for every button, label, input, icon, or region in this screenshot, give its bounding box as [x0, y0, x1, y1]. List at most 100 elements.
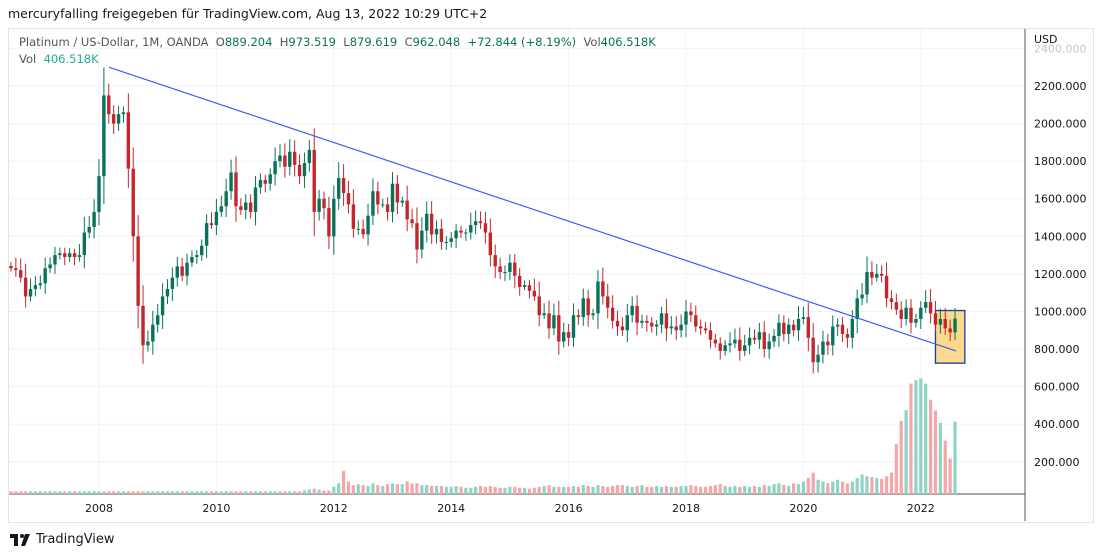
candle-body — [615, 320, 620, 327]
close-label: C — [404, 35, 413, 49]
candle-body — [141, 305, 145, 346]
volume-bar — [425, 485, 429, 494]
volume-bar — [229, 491, 233, 494]
vol-label: Vol — [583, 35, 601, 49]
volume-bar — [346, 481, 351, 494]
candle-body — [576, 315, 581, 318]
candle-body — [635, 305, 639, 323]
symbol-name[interactable]: Platinum / US-Dollar, 1M, OANDA — [19, 35, 209, 49]
candle-body — [224, 191, 228, 207]
volume-bar — [268, 491, 272, 494]
candle-body — [229, 172, 233, 192]
candle-body — [376, 191, 380, 205]
volume-bar — [146, 491, 150, 494]
low-value: 879.619 — [349, 35, 398, 49]
volume-bar — [322, 490, 326, 494]
candle-body — [870, 272, 874, 278]
volume-value: 406.518K — [43, 52, 99, 66]
volume-bar — [586, 485, 590, 494]
candle-body — [356, 228, 360, 230]
candle-body — [77, 255, 82, 257]
volume-bar — [410, 483, 414, 494]
candle-body — [170, 277, 175, 289]
volume-bar — [615, 485, 620, 494]
candle-body — [48, 264, 52, 269]
candle-body — [366, 215, 370, 235]
volume-bar — [532, 487, 536, 494]
volume-bar — [160, 491, 165, 494]
candle-body — [410, 219, 414, 224]
candle-body — [659, 313, 664, 325]
candle-body — [747, 337, 752, 346]
brand-name: TradingView — [36, 532, 115, 547]
volume-bar — [430, 485, 434, 494]
tradingview-logo[interactable]: TradingView — [10, 532, 115, 547]
candle-body — [698, 326, 703, 329]
volume-bar — [772, 484, 776, 494]
volume-bar — [307, 489, 311, 494]
candle-body — [571, 315, 576, 338]
volume-bar — [743, 485, 747, 494]
volume-bar — [728, 486, 732, 494]
volume-bar — [909, 383, 913, 494]
volume-bar — [332, 486, 336, 494]
candle-body — [469, 225, 473, 233]
volume-bar — [674, 486, 678, 494]
candle-body — [67, 253, 72, 257]
candle-body — [292, 151, 297, 165]
volume-bar — [498, 487, 502, 494]
candle-body — [92, 211, 96, 227]
candle-body — [547, 313, 551, 329]
candle-body — [640, 320, 644, 323]
candle-body — [938, 318, 943, 325]
volume-bar — [919, 378, 923, 494]
candle-body — [190, 256, 194, 263]
candle-body — [537, 296, 541, 316]
volume-bar — [855, 477, 859, 494]
candle-body — [258, 179, 263, 188]
candle-body — [625, 315, 629, 331]
volume-bar — [9, 491, 13, 494]
volume-bar — [478, 485, 483, 494]
volume-bar — [713, 485, 717, 494]
candle-body — [762, 332, 766, 350]
candle-body — [806, 317, 810, 338]
volume-bar — [141, 491, 145, 494]
candle-body — [772, 335, 776, 342]
volume-bar — [439, 485, 444, 494]
candle-body — [82, 232, 87, 256]
candle-body — [204, 223, 209, 246]
volume-bar — [875, 477, 879, 494]
volume-bar — [889, 472, 894, 494]
volume-legend: Vol 406.518K — [19, 52, 99, 66]
volume-bar — [884, 476, 889, 494]
x-tick-label: 2012 — [320, 502, 348, 515]
candle-body — [405, 200, 409, 220]
candle-body — [9, 265, 13, 269]
y-tick-label: 2400.000 — [1034, 42, 1087, 55]
volume-bar — [659, 486, 664, 494]
volume-bar — [92, 491, 96, 494]
volume-bar — [796, 484, 801, 494]
volume-bar — [361, 485, 365, 494]
candle-body — [835, 324, 840, 327]
volume-bar — [522, 487, 527, 494]
candle-body — [439, 228, 444, 242]
candle-body — [738, 339, 742, 351]
volume-bar — [948, 458, 952, 494]
volume-bar — [28, 491, 33, 494]
candle-body — [586, 298, 590, 316]
candle-body — [860, 294, 864, 299]
candle-body — [840, 324, 845, 335]
candle-body — [327, 208, 331, 237]
volume-bar — [200, 491, 204, 494]
volume-bar — [288, 491, 292, 494]
change-value: +72.844 (+8.19%) — [467, 35, 577, 49]
volume-bar — [58, 491, 62, 494]
volume-bar — [214, 491, 218, 494]
candle-body — [33, 285, 38, 289]
symbol-legend: Platinum / US-Dollar, 1M, OANDA O889.204… — [19, 35, 656, 49]
candle-body — [557, 315, 561, 342]
volume-bar — [483, 486, 488, 494]
